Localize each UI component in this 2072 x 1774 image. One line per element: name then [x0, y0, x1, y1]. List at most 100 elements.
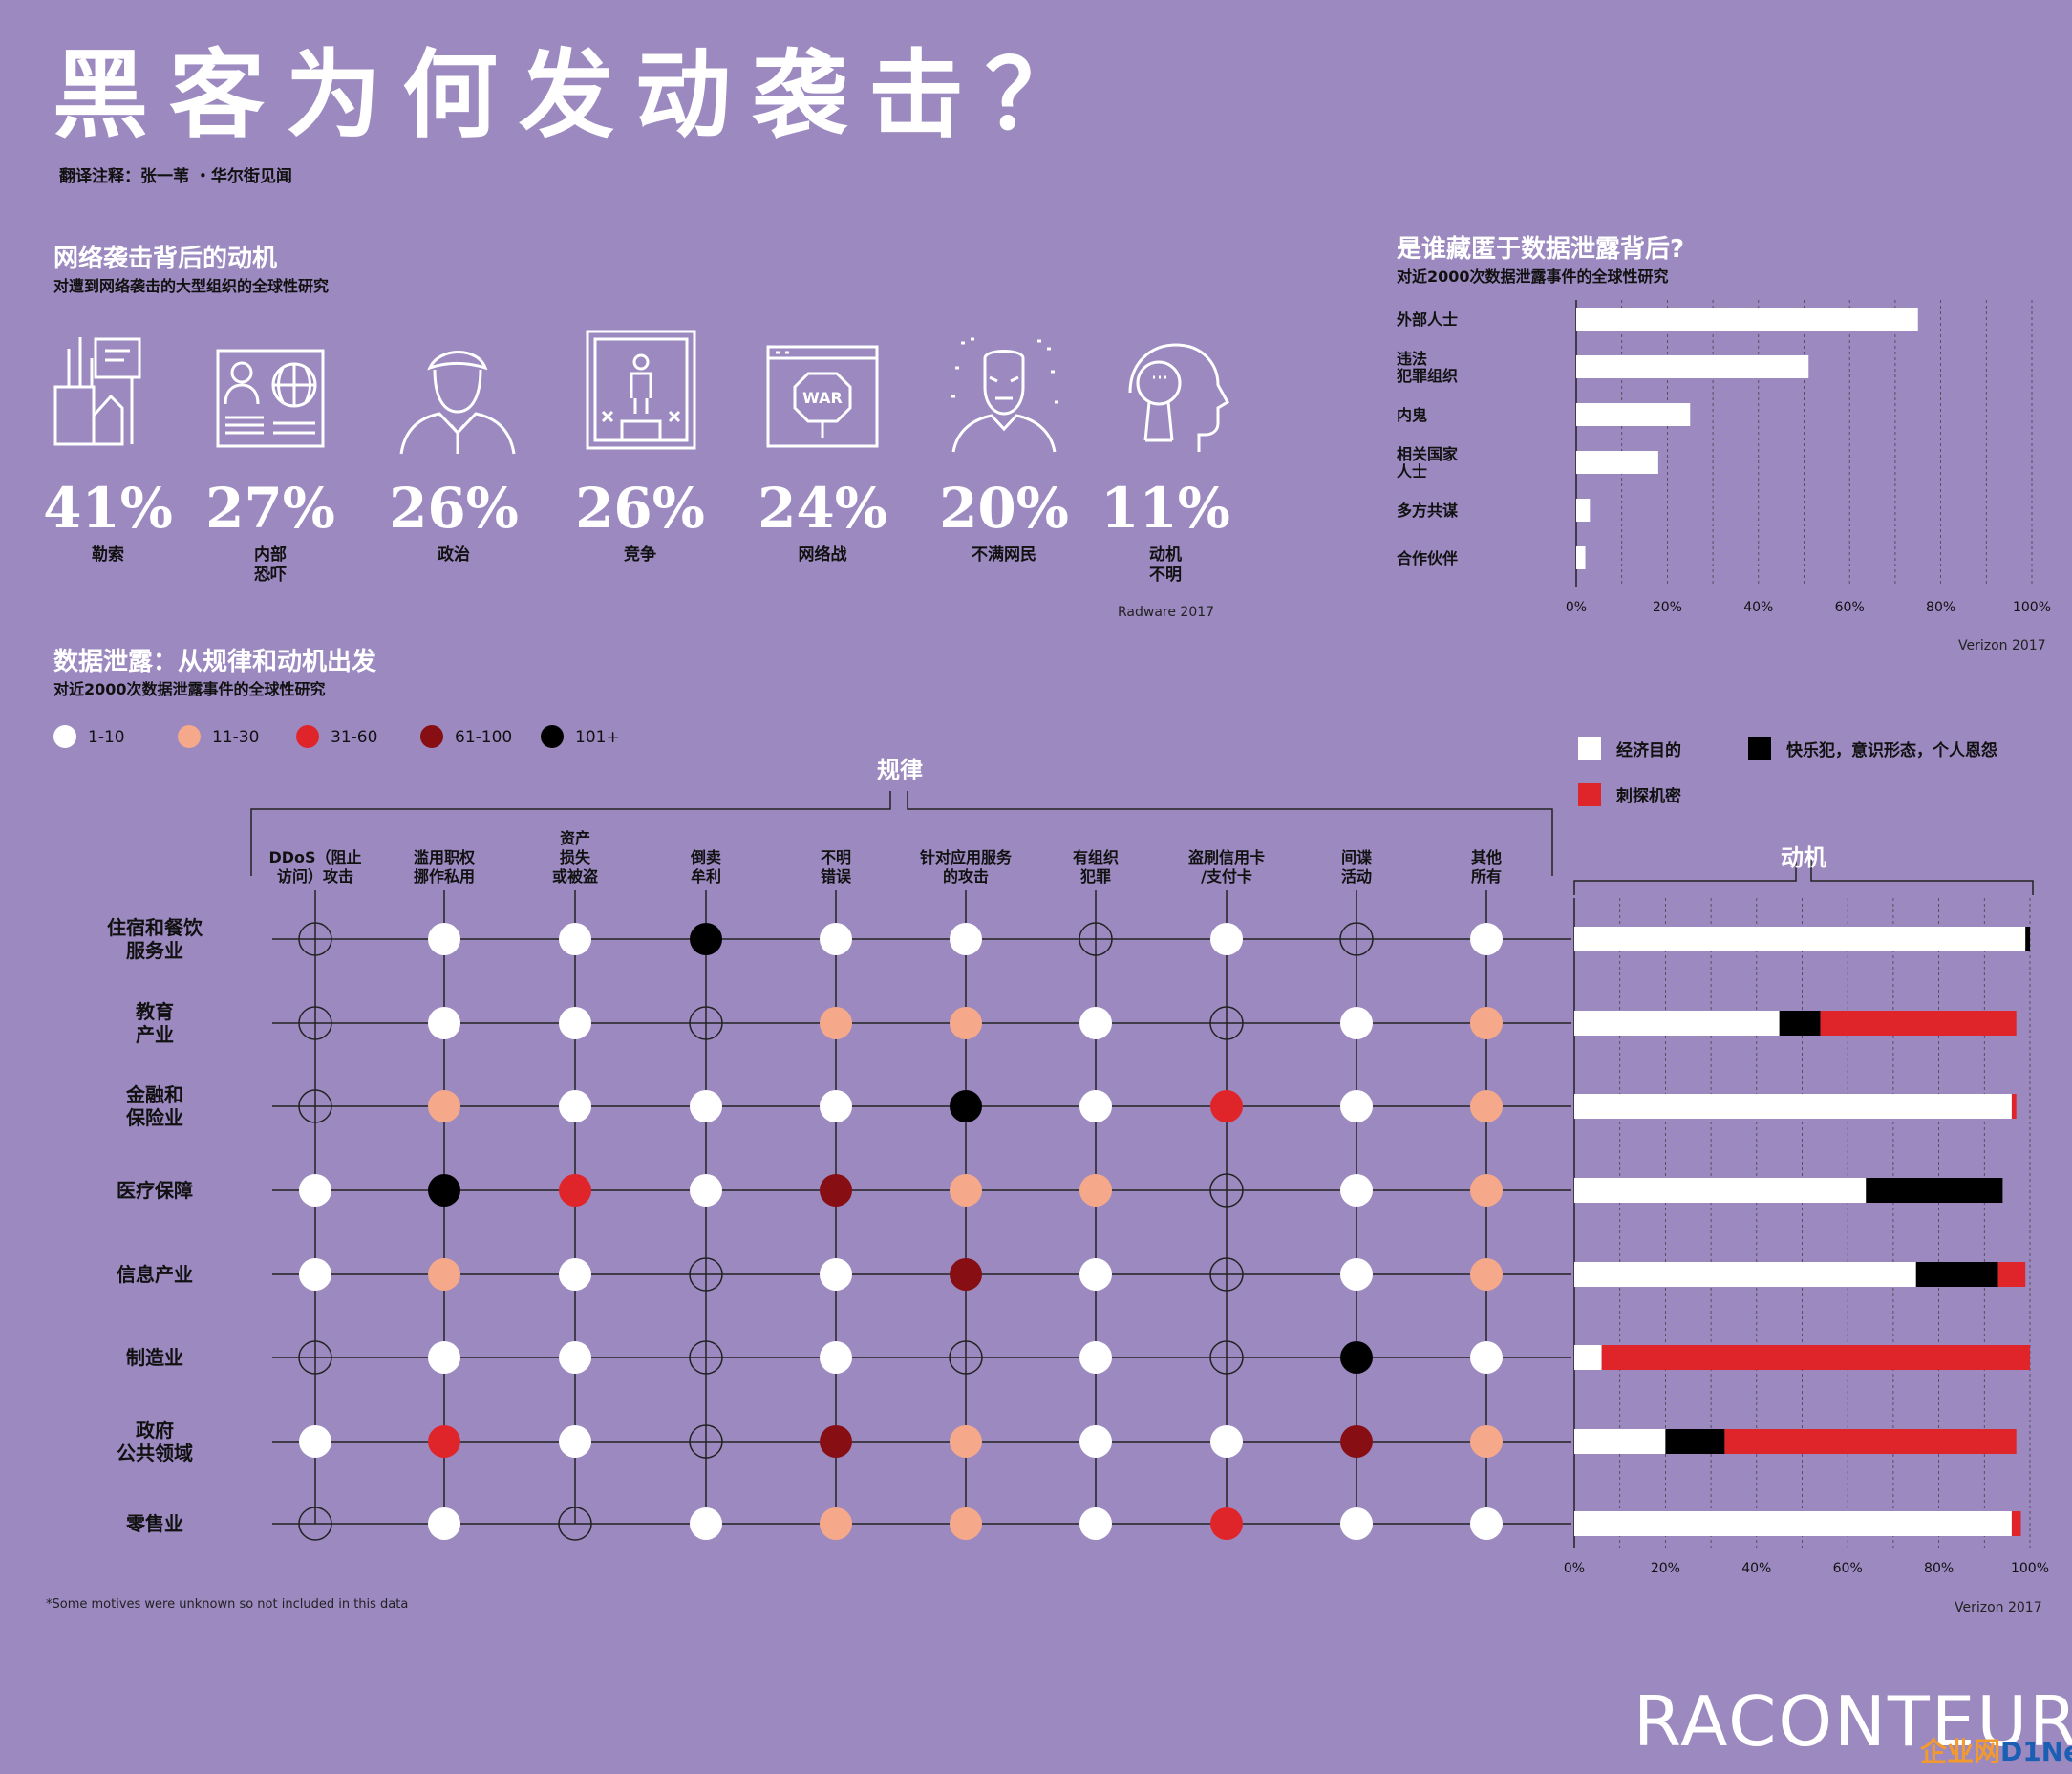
heatmap-dot — [1079, 1425, 1112, 1458]
heatmap-dot — [298, 1089, 332, 1123]
heatmap-dot — [950, 923, 982, 955]
motive-legend-label: 经济目的 — [1616, 740, 1681, 760]
who-tick-label: 100% — [2013, 600, 2051, 615]
who-tick-label: 0% — [1566, 600, 1587, 615]
heatmap-dot — [1079, 1507, 1112, 1540]
who-bar — [1576, 451, 1658, 474]
heatmap-row-label: 住宿和餐饮服务业 — [107, 916, 203, 962]
heatmap-dot — [298, 1340, 332, 1375]
heatmap-dot — [1079, 1341, 1112, 1374]
motive-tick-label: 80% — [1924, 1561, 1954, 1576]
heatmap-dot — [298, 922, 332, 956]
motive-tick-label: 100% — [2011, 1561, 2049, 1576]
heatmap-dot — [1079, 1090, 1112, 1122]
motive-item-unknown: 11% 动机 不明 — [1094, 330, 1237, 587]
chart-brackets — [250, 791, 2034, 895]
motive-tick-label: 40% — [1741, 1561, 1771, 1576]
motive-percent: 26% — [389, 476, 519, 541]
who-subtitle: 对近2000次数据泄露事件的全球性研究 — [1397, 267, 1669, 286]
motive-bar-segment — [1997, 1262, 2026, 1287]
heatmap-dot — [1079, 922, 1113, 956]
heatmap-dot — [428, 1090, 460, 1122]
heatmap-dot — [1470, 1258, 1503, 1291]
heatmap-dot — [1340, 1425, 1373, 1458]
motive-bar-segment — [1779, 1011, 1821, 1036]
heatmap-dot — [689, 1257, 723, 1292]
who-bar — [1576, 546, 1586, 569]
motive-bar-segment — [1665, 1429, 1725, 1454]
motive-label: 不满网民 — [972, 545, 1036, 565]
motive-legend-swatch — [1578, 783, 1601, 806]
heatmap-dot — [428, 1007, 460, 1039]
translation-credit: 翻译注释：张一苇 ・华尔街见闻 — [59, 167, 292, 186]
heatmap-dot — [1079, 1174, 1112, 1207]
legend-swatch — [53, 725, 76, 748]
motive-item-extortion: 41% 勒索 — [36, 330, 180, 566]
heatmap-dot — [1210, 1090, 1243, 1122]
who-tick-label: 40% — [1743, 600, 1773, 615]
motive-bar-segment — [1574, 1345, 1602, 1370]
motive-item-disgruntled: 20% 不满网民 — [932, 330, 1076, 566]
motive-bar-segment — [1574, 1011, 1780, 1036]
patterns-subtitle: 对近2000次数据泄露事件的全球性研究 — [53, 680, 326, 698]
who-bar — [1576, 403, 1691, 426]
legend-swatch — [420, 725, 443, 748]
extortion-icon — [53, 337, 141, 446]
heatmap-dot — [299, 1174, 331, 1207]
motive-percent: 27% — [205, 476, 335, 541]
heatmap-dot — [1340, 1341, 1373, 1374]
motives-subtitle: 对遭到网络袭击的大型组织的全球性研究 — [53, 277, 330, 295]
insider-threat-icon — [216, 349, 325, 448]
who-tick-label: 80% — [1926, 600, 1955, 615]
motive-bar-segment — [1724, 1429, 2017, 1454]
motive-item-politics: 26% 政治 — [382, 330, 525, 566]
heatmap-dots — [298, 922, 1503, 1541]
motive-percent: 20% — [939, 476, 1069, 541]
heatmap-dot — [820, 1507, 852, 1540]
motive-label: 勒索 — [92, 545, 124, 565]
size-legend: 1-10 11-30 31-60 61-100 101+ — [53, 725, 620, 748]
heatmap-column-label: 其他所有 — [1471, 848, 1502, 886]
heatmap-dot — [1210, 1425, 1243, 1458]
motive-bar-segment — [1574, 1262, 1916, 1287]
motive-bar-segment — [1574, 1429, 1666, 1454]
motive-bars — [1574, 927, 2030, 1536]
motive-percent: 24% — [758, 476, 887, 541]
who-category-label: 多方共谋 — [1397, 502, 1459, 520]
heatmap-dot — [1470, 923, 1503, 955]
motives-title: 网络袭击背后的动机 — [53, 245, 278, 273]
heatmap-dot — [428, 923, 460, 955]
heatmap-dot — [1210, 1507, 1243, 1540]
heatmap-dot — [1079, 1007, 1112, 1039]
motive-percent: 26% — [575, 476, 705, 541]
heatmap-dot — [950, 1174, 982, 1207]
legend-swatch — [178, 725, 201, 748]
motive-item-cyberwar: WAR 24% 网络战 — [751, 330, 894, 566]
watermark-part-a: 企业网 — [1920, 1736, 2001, 1767]
motive-bar-segment — [1574, 1094, 2012, 1119]
heatmap-dot — [690, 1174, 722, 1207]
motive-label: 竞争 — [624, 545, 656, 565]
heatmap-column-label: 有组织犯罪 — [1073, 848, 1119, 886]
heatmap-dot — [559, 1425, 591, 1458]
who-bar — [1576, 355, 1809, 378]
motive-bar-segment — [1820, 1011, 2017, 1036]
motive-bar-segment — [2025, 927, 2030, 951]
raconteur-logo: RACONTEUR — [1634, 1681, 2072, 1762]
heatmap-dot — [299, 1425, 331, 1458]
who-title: 是谁藏匿于数据泄露背后? — [1397, 235, 1685, 264]
heatmap-dot — [689, 1340, 723, 1375]
motive-bar-segment — [2011, 1511, 2021, 1536]
heatmap-dot — [1470, 1507, 1503, 1540]
footnote: *Some motives were unknown so not includ… — [46, 1597, 409, 1612]
heatmap-row-label: 制造业 — [126, 1346, 183, 1369]
motive-tick-labels: 0% 20% 40% 60% 80% 100% — [1564, 1561, 2049, 1576]
legend-label: 11-30 — [212, 728, 259, 747]
who-bar — [1576, 308, 1918, 331]
heatmap-dot — [949, 1340, 983, 1375]
competition-icon — [586, 330, 696, 450]
heatmap-dot — [1340, 1258, 1373, 1291]
motive-bar-segment — [1601, 1345, 2030, 1370]
heatmap-row-label: 医疗保障 — [117, 1179, 193, 1202]
who-category-label: 相关国家人士 — [1397, 445, 1459, 481]
